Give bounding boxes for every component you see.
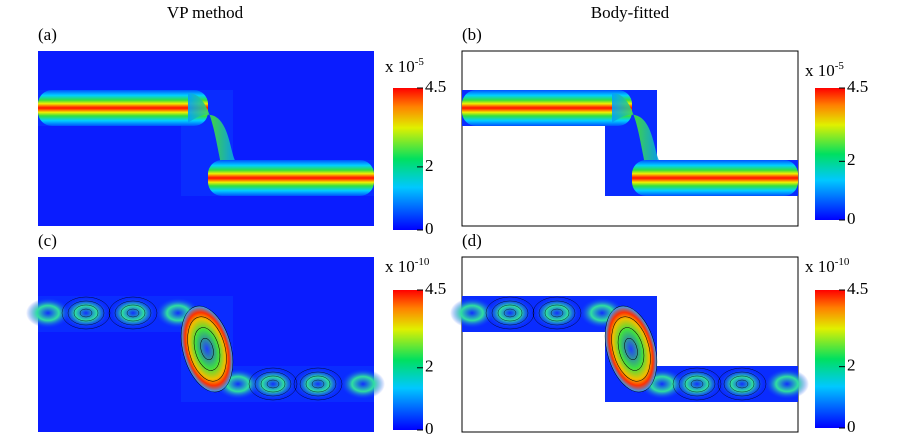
streamline	[672, 367, 722, 401]
streamline	[532, 296, 582, 330]
streamline	[729, 375, 755, 393]
streamline	[735, 379, 749, 389]
vortex	[251, 369, 295, 399]
column-title: Body-fitted	[591, 3, 670, 22]
streamline	[485, 296, 535, 330]
vortex	[296, 369, 340, 399]
vortex	[720, 369, 764, 399]
streamline	[723, 371, 761, 397]
scale-label: x 10-5	[805, 60, 844, 80]
streamline	[305, 375, 331, 393]
vortex	[765, 369, 809, 399]
vortex	[64, 298, 108, 328]
vortex	[450, 298, 494, 328]
field-plot	[26, 257, 385, 432]
vortex	[111, 298, 155, 328]
streamline	[266, 379, 280, 389]
colorbar-tick-label: 2	[425, 357, 434, 376]
panel-label: (d)	[462, 231, 482, 250]
colorbar	[393, 290, 423, 430]
scale-base: x 10	[805, 257, 835, 276]
streamline	[624, 338, 638, 360]
scale-exponent: -10	[415, 256, 430, 268]
field-plot	[38, 51, 374, 226]
streamline	[717, 367, 767, 401]
colorbar-tick-label: 2	[425, 156, 434, 175]
streamline	[200, 338, 214, 360]
streamline	[550, 308, 564, 318]
streamline	[544, 304, 570, 322]
scale-label: x 10-5	[385, 56, 424, 76]
streamline	[684, 375, 710, 393]
streamline	[180, 305, 234, 393]
scale-base: x 10	[805, 61, 835, 80]
vortex-main	[605, 306, 657, 392]
streamline	[61, 296, 111, 330]
streamline	[187, 316, 227, 382]
streamline	[311, 379, 325, 389]
vortex-main	[181, 306, 233, 392]
streamline	[503, 308, 517, 318]
field-plot	[461, 50, 799, 227]
vortex	[675, 369, 719, 399]
colorbar-tick-label: 2	[847, 150, 856, 169]
streamline	[79, 308, 93, 318]
colorbar	[815, 290, 845, 428]
streamline	[299, 371, 337, 397]
scale-exponent: -5	[835, 60, 845, 72]
streamline	[248, 367, 298, 401]
scale-label: x 10-10	[385, 256, 430, 276]
streamline	[611, 316, 651, 382]
streamline	[108, 296, 158, 330]
scale-exponent: -5	[415, 56, 425, 68]
streamline	[120, 304, 146, 322]
colorbar-tick-label: 0	[425, 219, 434, 238]
streamline	[67, 300, 105, 326]
vortex	[341, 369, 385, 399]
scale-exponent: -10	[835, 256, 850, 268]
field-plot	[450, 256, 809, 433]
streamline	[491, 300, 529, 326]
vortex	[535, 298, 579, 328]
colorbar	[393, 88, 423, 230]
scale-label: x 10-10	[805, 256, 850, 276]
colorbar-tick-label: 4.5	[847, 279, 868, 298]
colorbar-tick-label: 0	[425, 419, 434, 438]
colorbar-tick-label: 0	[847, 209, 856, 228]
vortex	[488, 298, 532, 328]
streamline	[678, 371, 716, 397]
scale-base: x 10	[385, 57, 415, 76]
panel-label: (b)	[462, 25, 482, 44]
vortex	[26, 298, 70, 328]
streamline	[538, 300, 576, 326]
streamline	[690, 379, 704, 389]
plot-background	[461, 256, 799, 433]
streamline	[114, 300, 152, 326]
panel-label: (c)	[38, 231, 57, 250]
streamline	[73, 304, 99, 322]
scale-base: x 10	[385, 257, 415, 276]
streamline	[193, 327, 221, 371]
colorbar-tick-label: 4.5	[847, 77, 868, 96]
colorbar-tick-label: 2	[847, 356, 856, 375]
streamline	[254, 371, 292, 397]
streamline	[604, 305, 658, 393]
streamline	[497, 304, 523, 322]
colorbar-tick-label: 4.5	[425, 77, 446, 96]
streamline	[617, 327, 645, 371]
field-core	[38, 90, 208, 126]
field-core	[632, 160, 798, 196]
colorbar-tick-label: 4.5	[425, 279, 446, 298]
field-core	[208, 160, 374, 196]
colorbar	[815, 88, 845, 220]
streamline	[260, 375, 286, 393]
streamline	[126, 308, 140, 318]
streamline	[293, 367, 343, 401]
column-title: VP method	[167, 3, 244, 22]
field-core	[462, 90, 632, 126]
colorbar-tick-label: 0	[847, 417, 856, 436]
panel-label: (a)	[38, 25, 57, 44]
